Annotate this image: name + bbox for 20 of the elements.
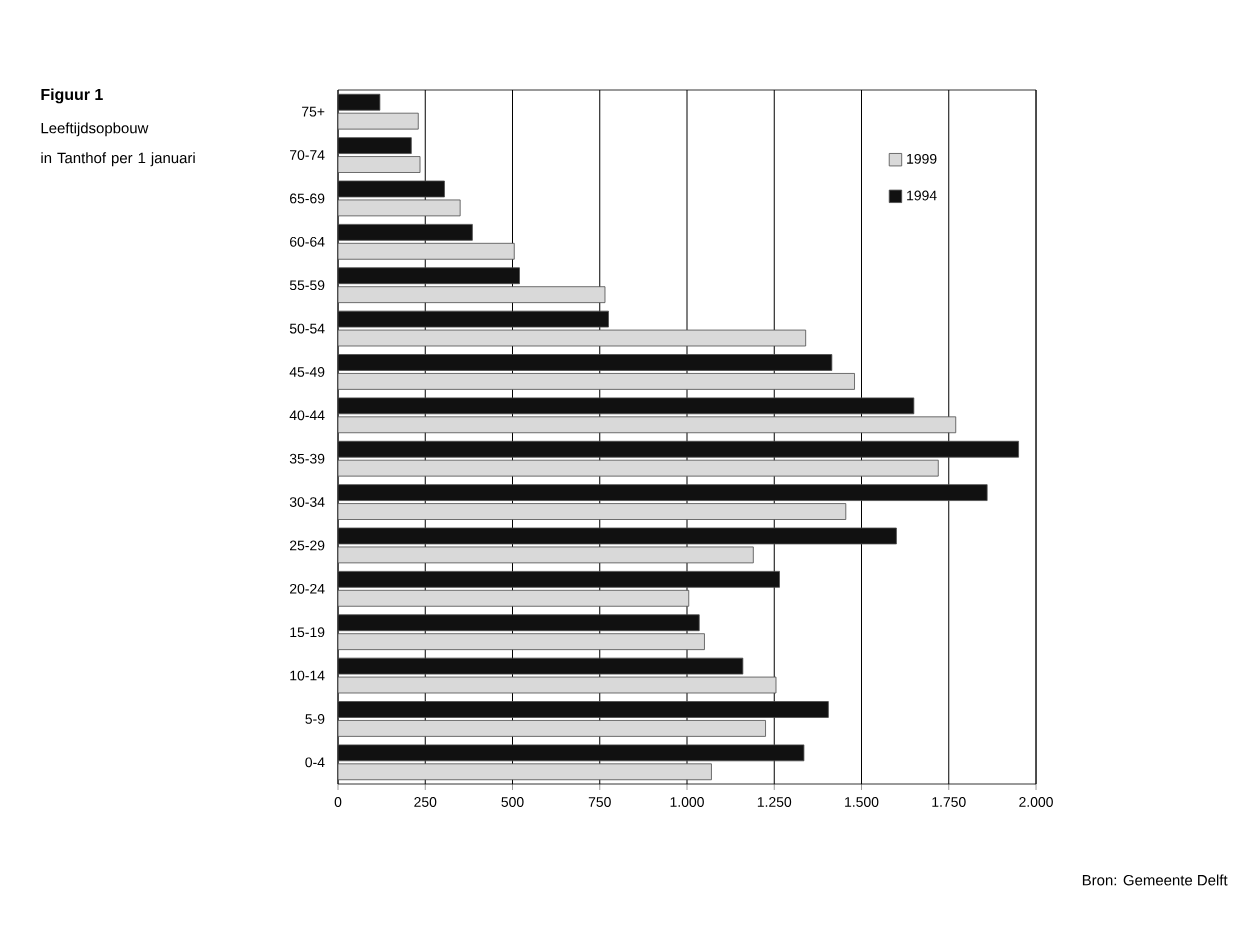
bar	[338, 93, 381, 111]
bar	[338, 286, 606, 304]
bar	[338, 267, 520, 285]
bar	[338, 354, 833, 371]
bar	[338, 484, 988, 501]
bar	[338, 503, 847, 520]
bar	[338, 633, 705, 651]
bar	[338, 137, 412, 154]
bar	[338, 763, 712, 781]
bar	[338, 373, 855, 390]
bar	[338, 223, 473, 241]
bar	[338, 570, 780, 588]
bar	[338, 614, 700, 632]
bar	[338, 720, 766, 737]
bar	[338, 156, 421, 173]
bar	[338, 440, 1019, 458]
bar	[338, 701, 829, 718]
bar	[338, 416, 957, 434]
bar	[338, 242, 515, 260]
bar	[338, 589, 690, 607]
